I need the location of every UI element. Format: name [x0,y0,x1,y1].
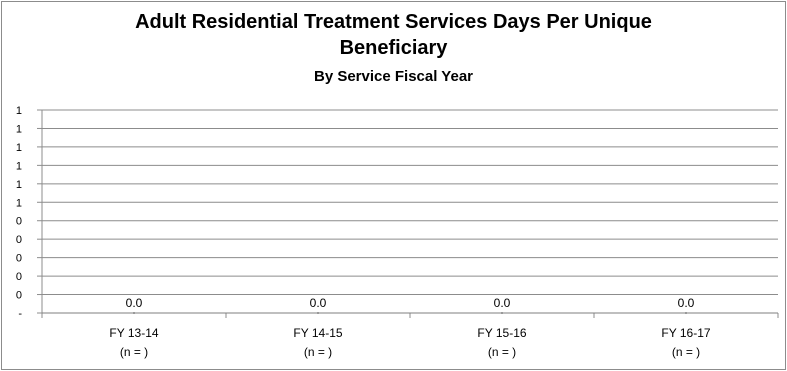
data-label-background [296,295,340,310]
data-label: 0.0 [310,296,327,310]
x-tick-label: FY 15-16 [477,326,526,340]
chart-subtitle: By Service Fiscal Year [313,68,473,85]
data-label-background [112,295,156,310]
y-tick-label: 1 [16,123,22,135]
y-tick-label: 1 [16,197,22,209]
x-tick-sublabel: (n = ) [488,345,516,359]
series-line [42,312,778,314]
data-point [685,312,687,314]
x-tick-label: FY 16-17 [661,326,710,340]
y-tick-label: 0 [16,271,22,283]
data-point [501,312,503,314]
data-label: 0.0 [494,296,511,310]
data-label-background [664,295,708,310]
data-label: 0.0 [126,296,143,310]
x-tick-sublabel: (n = ) [672,345,700,359]
data-point [317,312,319,314]
y-tick-label: 1 [16,142,22,154]
data-label-background [480,295,524,310]
x-tick-label: FY 14-15 [293,326,342,340]
y-tick-label: 0 [16,290,22,302]
y-tick-label: 1 [16,160,22,172]
y-tick-label: 0 [16,234,22,246]
x-axis: FY 13-14 (n = ) FY 14-15 (n = ) FY 15-16 (n =… [41,110,779,359]
y-tick-label: 1 [16,179,22,191]
y-axis-tick-labels: - 0 0 0 0 0 1 1 1 1 1 1 [16,105,22,320]
y-tick-label: - [18,308,22,320]
y-tick-label: 0 [16,253,22,265]
data-labels: 0.0 0.0 0.0 0.0 [112,295,708,310]
data-label: 0.0 [678,296,695,310]
y-tick-label: 0 [16,216,22,228]
chart-title-continued: Beneficiary [339,37,448,59]
x-tick-label: FY 13-14 [109,326,158,340]
data-point [133,312,135,314]
x-tick-sublabel: (n = ) [120,345,148,359]
gridlines [37,109,778,314]
y-tick-label: 1 [16,105,22,117]
x-tick-sublabel: (n = ) [304,345,332,359]
chart-title: Adult Residential Treatment Services Day… [135,11,652,33]
